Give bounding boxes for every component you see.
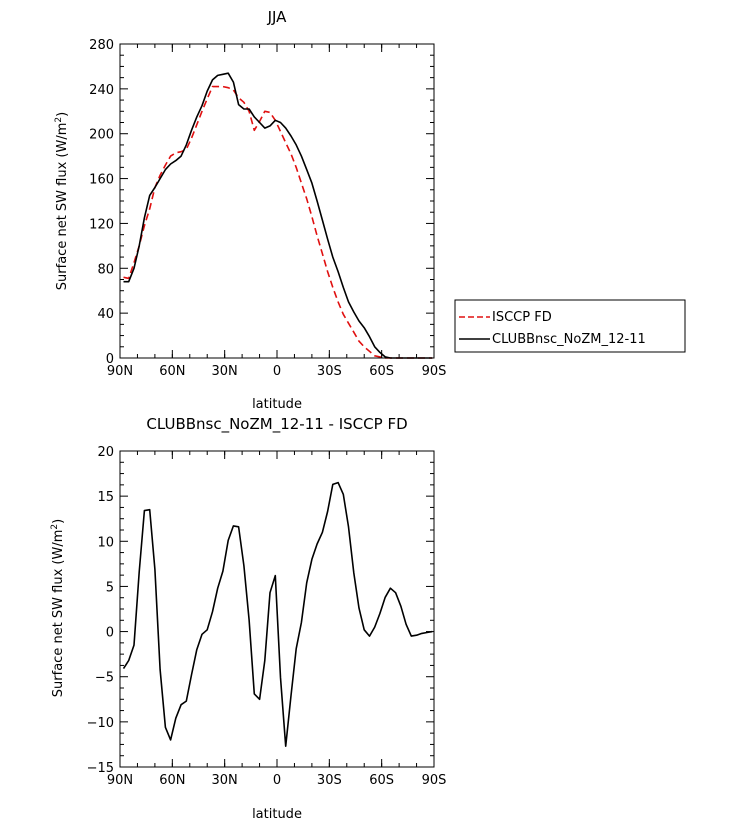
top-y-tick-label: 280 [89, 38, 114, 53]
legend: ISCCP FD CLUBBnsc_NoZM_12-11 [454, 299, 686, 353]
bottom-axis-ticks: 90N 60N 30N 0 30S 60S 90S −15 −10 −5 0 5 10 15 20 [87, 445, 447, 788]
legend-box [454, 299, 686, 353]
top-y-tick-label: 0 [106, 352, 114, 367]
top-y-axis-label: Surface net SW flux (W/m2) [54, 112, 70, 290]
bottom-x-tick-label: 0 [273, 773, 281, 788]
bottom-chart-title: CLUBBnsc_NoZM_12-11 - ISCCP FD [146, 415, 407, 434]
top-axis-ticks: 90N 60N 30N 0 30S 60S 90S 0 40 80 120 160 200 240 280 [89, 38, 446, 379]
bottom-y-tick-label: 0 [106, 626, 114, 641]
bottom-plot-frame [119, 450, 435, 768]
top-x-tick-label: 30N [212, 364, 238, 379]
bottom-x-tick-label: 90S [422, 773, 447, 788]
top-series [123, 72, 433, 359]
top-y-tick-label: 160 [89, 173, 114, 188]
top-y-tick-label: 240 [89, 83, 114, 98]
top-y-tick-label: 80 [97, 262, 114, 277]
bottom-y-tick-label: 5 [106, 580, 114, 595]
legend-label-isccp: ISCCP FD [492, 310, 552, 325]
bottom-y-tick-label: 15 [97, 490, 114, 505]
bottom-series [122, 481, 433, 748]
bottom-x-tick-label: 60N [159, 773, 185, 788]
top-x-tick-label: 60S [369, 364, 394, 379]
bottom-y-tick-label: 20 [97, 445, 114, 460]
top-series-line-0 [123, 85, 433, 359]
bottom-x-tick-label: 30S [317, 773, 342, 788]
top-chart-title: JJA [267, 8, 288, 26]
top-panel: JJA 90N 60N 30N 0 30S 60S 90S 0 40 80 120 160 200 240… [54, 8, 686, 412]
top-x-tick-label: 90S [422, 364, 447, 379]
top-x-tick-label: 90N [107, 364, 133, 379]
bottom-y-axis-label: Surface net SW flux (W/m2) [50, 519, 66, 697]
top-x-tick-label: 30S [317, 364, 342, 379]
top-y-tick-label: 120 [89, 217, 114, 232]
legend-label-clubb: CLUBBnsc_NoZM_12-11 [492, 332, 646, 347]
top-series-line-1 [123, 72, 433, 359]
bottom-x-tick-label: 60S [369, 773, 394, 788]
top-x-tick-label: 60N [159, 364, 185, 379]
top-y-tick-label: 40 [97, 307, 114, 322]
bottom-x-axis-label: latitude [252, 807, 302, 822]
bottom-y-tick-label: −5 [95, 671, 114, 686]
bottom-y-tick-label: −10 [87, 716, 114, 731]
bottom-y-tick-label: −15 [87, 761, 114, 776]
bottom-x-tick-label: 30N [212, 773, 238, 788]
bottom-panel: CLUBBnsc_NoZM_12-11 - ISCCP FD 90N 60N 30N… [50, 415, 446, 822]
top-x-tick-label: 0 [273, 364, 281, 379]
bottom-x-tick-label: 90N [107, 773, 133, 788]
top-x-axis-label: latitude [252, 397, 302, 412]
top-plot-frame [119, 43, 435, 359]
top-y-tick-label: 200 [89, 128, 114, 143]
bottom-series-line-0 [122, 481, 433, 748]
bottom-y-tick-label: 10 [97, 535, 114, 550]
